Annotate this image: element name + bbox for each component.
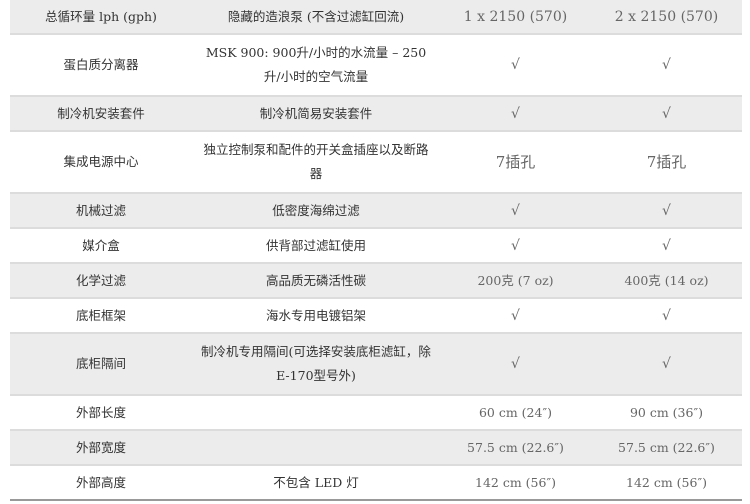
spec-value-model-1: √ bbox=[440, 96, 591, 132]
spec-value-model-1: 60 cm (24″) bbox=[440, 395, 591, 431]
spec-value-model-1: √ bbox=[440, 193, 591, 229]
spec-value-model-2: √ bbox=[591, 193, 742, 229]
spec-value-model-1: √ bbox=[440, 333, 591, 396]
spec-value-model-2: √ bbox=[591, 96, 742, 132]
spec-value-model-1: √ bbox=[440, 298, 591, 334]
spec-label: 集成电源中心 bbox=[10, 131, 192, 194]
spec-label: 媒介盒 bbox=[10, 228, 192, 264]
spec-value-model-2: 400克 (14 oz) bbox=[591, 263, 742, 299]
spec-label: 底柜隔间 bbox=[10, 333, 192, 396]
table-row: 蛋白质分离器 MSK 900: 900升/小时的水流量 – 250升/小时的空气… bbox=[10, 34, 742, 97]
table-row: 集成电源中心 独立控制泵和配件的开关盒插座以及断路器 7插孔 7插孔 bbox=[10, 131, 742, 194]
table-row: 底柜隔间 制冷机专用隔间(可选择安装底柜滤缸，除E-170型号外) √ √ bbox=[10, 333, 742, 396]
spec-description: 制冷机专用隔间(可选择安装底柜滤缸，除E-170型号外) bbox=[192, 333, 440, 396]
spec-value-model-2: √ bbox=[591, 333, 742, 396]
table-row: 制冷机安装套件 制冷机简易安装套件 √ √ bbox=[10, 96, 742, 132]
spec-label: 外部高度 bbox=[10, 465, 192, 501]
spec-value-model-2: √ bbox=[591, 298, 742, 334]
spec-value-model-2: √ bbox=[591, 34, 742, 97]
spec-label: 机械过滤 bbox=[10, 193, 192, 229]
spec-description: 制冷机简易安装套件 bbox=[192, 96, 440, 132]
spec-description: 供背部过滤缸使用 bbox=[192, 228, 440, 264]
table-row: 总循环量 lph (gph) 隐藏的造浪泵 (不含过滤缸回流) 1 x 2150… bbox=[10, 0, 742, 35]
spec-value-model-2: 142 cm (56″) bbox=[591, 465, 742, 501]
spec-value-model-1: 57.5 cm (22.6″) bbox=[440, 430, 591, 466]
table-row: 机械过滤 低密度海绵过滤 √ √ bbox=[10, 193, 742, 229]
spec-value-model-1: 1 x 2150 (570) bbox=[440, 0, 591, 35]
spec-description bbox=[192, 395, 440, 431]
spec-description: 隐藏的造浪泵 (不含过滤缸回流) bbox=[192, 0, 440, 35]
spec-description bbox=[192, 430, 440, 466]
spec-label: 化学过滤 bbox=[10, 263, 192, 299]
spec-value-model-1: √ bbox=[440, 228, 591, 264]
spec-value-model-1: 200克 (7 oz) bbox=[440, 263, 591, 299]
spec-description: MSK 900: 900升/小时的水流量 – 250升/小时的空气流量 bbox=[192, 34, 440, 97]
spec-label: 外部长度 bbox=[10, 395, 192, 431]
table-row: 化学过滤 高品质无磷活性碳 200克 (7 oz) 400克 (14 oz) bbox=[10, 263, 742, 299]
spec-description: 独立控制泵和配件的开关盒插座以及断路器 bbox=[192, 131, 440, 194]
spec-value-model-2: √ bbox=[591, 228, 742, 264]
spec-description: 不包含 LED 灯 bbox=[192, 465, 440, 501]
spec-label: 总循环量 lph (gph) bbox=[10, 0, 192, 35]
spec-value-model-2: 2 x 2150 (570) bbox=[591, 0, 742, 35]
spec-value-model-2: 57.5 cm (22.6″) bbox=[591, 430, 742, 466]
spec-label: 底柜框架 bbox=[10, 298, 192, 334]
spec-label: 制冷机安装套件 bbox=[10, 96, 192, 132]
table-row: 媒介盒 供背部过滤缸使用 √ √ bbox=[10, 228, 742, 264]
spec-label: 蛋白质分离器 bbox=[10, 34, 192, 97]
spec-table: 总循环量 lph (gph) 隐藏的造浪泵 (不含过滤缸回流) 1 x 2150… bbox=[10, 0, 742, 501]
spec-value-model-1: 142 cm (56″) bbox=[440, 465, 591, 501]
spec-description: 海水专用电镀铝架 bbox=[192, 298, 440, 334]
table-row: 底柜框架 海水专用电镀铝架 √ √ bbox=[10, 298, 742, 334]
spec-description: 低密度海绵过滤 bbox=[192, 193, 440, 229]
table-row: 外部高度 不包含 LED 灯 142 cm (56″) 142 cm (56″) bbox=[10, 465, 742, 501]
spec-value-model-2: 7插孔 bbox=[591, 131, 742, 194]
spec-value-model-2: 90 cm (36″) bbox=[591, 395, 742, 431]
spec-value-model-1: √ bbox=[440, 34, 591, 97]
table-row: 外部长度 60 cm (24″) 90 cm (36″) bbox=[10, 395, 742, 431]
spec-description: 高品质无磷活性碳 bbox=[192, 263, 440, 299]
spec-label: 外部宽度 bbox=[10, 430, 192, 466]
spec-value-model-1: 7插孔 bbox=[440, 131, 591, 194]
table-row: 外部宽度 57.5 cm (22.6″) 57.5 cm (22.6″) bbox=[10, 430, 742, 466]
